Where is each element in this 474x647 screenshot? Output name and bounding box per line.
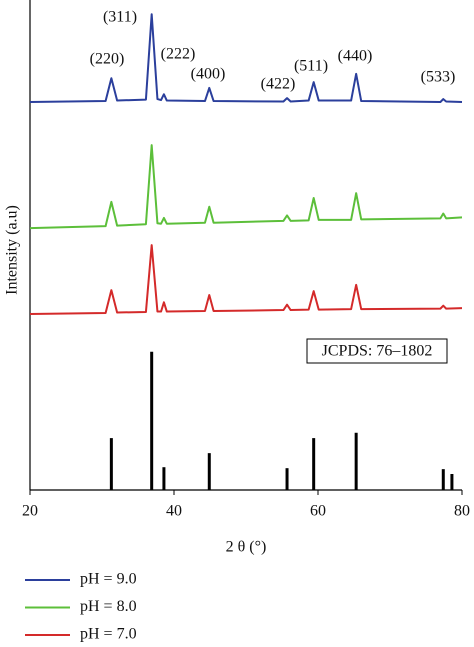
peak-annotation: (222) [161, 46, 196, 63]
peak-annotation: (311) [103, 9, 137, 26]
x-tick-label: 40 [166, 503, 182, 520]
series-line [29, 244, 463, 315]
reference-label: JCPDS: 76–1802 [322, 343, 433, 360]
legend-label: pH = 8.0 [80, 598, 137, 615]
legend-label: pH = 7.0 [80, 626, 137, 643]
series-line [29, 144, 463, 230]
x-tick-label: 60 [310, 503, 326, 520]
peak-annotation: (511) [294, 58, 328, 75]
x-axis-label: 2 θ (°) [226, 539, 267, 556]
peak-annotation: (422) [261, 76, 296, 93]
x-tick-label: 80 [454, 503, 470, 520]
reference-box [306, 338, 448, 364]
x-tick-label: 20 [22, 503, 38, 520]
legend-label: pH = 9.0 [80, 571, 137, 588]
peak-annotation: (400) [191, 66, 226, 83]
peak-annotation: (440) [338, 48, 373, 65]
peak-annotation: (533) [421, 69, 456, 86]
peak-annotation: (220) [90, 51, 125, 68]
y-axis-label: Intensity (a.u) [4, 205, 21, 295]
series-line [29, 13, 463, 103]
